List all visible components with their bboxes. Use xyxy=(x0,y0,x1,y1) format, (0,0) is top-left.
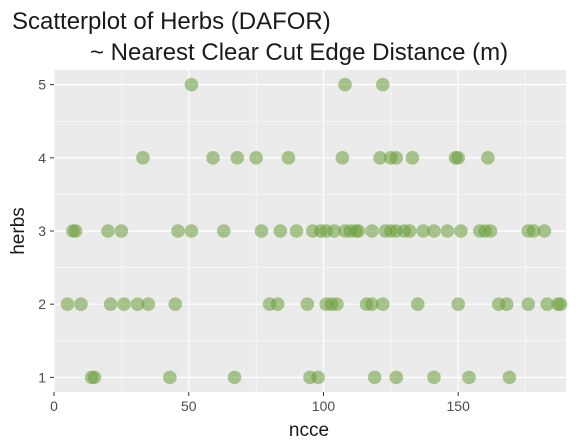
data-point xyxy=(300,297,315,311)
data-point xyxy=(103,297,118,311)
data-point xyxy=(451,297,466,311)
data-point xyxy=(163,370,177,385)
data-point xyxy=(249,151,263,165)
x-tick-label: 150 xyxy=(447,398,471,414)
data-point xyxy=(184,77,199,92)
data-point xyxy=(481,151,495,165)
data-point xyxy=(451,151,466,165)
data-point xyxy=(60,297,75,311)
data-point xyxy=(454,224,468,238)
data-point xyxy=(521,297,536,311)
data-point xyxy=(227,370,242,385)
data-point xyxy=(365,224,379,238)
data-point xyxy=(365,297,379,311)
data-point xyxy=(74,297,88,311)
x-axis-ticks: 0 50 100 150 xyxy=(50,392,470,414)
chart-title: Scatterplot of Herbs (DAFOR) xyxy=(12,8,331,35)
data-point xyxy=(254,224,269,238)
data-point xyxy=(230,151,245,165)
data-point xyxy=(427,224,441,238)
x-axis-title: ncce xyxy=(289,420,329,441)
data-point xyxy=(273,224,288,238)
data-point xyxy=(375,297,390,311)
data-point xyxy=(402,224,417,238)
chart-subtitle: ~ Nearest Clear Cut Edge Distance (m) xyxy=(90,39,508,66)
data-point xyxy=(526,224,541,238)
data-point xyxy=(416,224,430,238)
y-axis-title: herbs xyxy=(8,207,29,255)
data-point xyxy=(281,151,296,165)
data-point xyxy=(206,151,220,165)
data-point xyxy=(87,370,102,385)
data-point xyxy=(171,224,185,238)
data-point xyxy=(427,370,441,385)
data-point xyxy=(462,370,476,385)
data-point xyxy=(117,297,131,311)
data-point xyxy=(502,370,517,385)
data-point xyxy=(216,224,231,238)
y-tick-label: 4 xyxy=(38,150,46,166)
data-point xyxy=(389,370,404,385)
data-point xyxy=(499,297,514,311)
data-point xyxy=(367,370,382,385)
data-point xyxy=(389,151,404,165)
data-points xyxy=(60,77,568,385)
y-axis-ticks: 1 2 3 4 5 xyxy=(38,77,54,385)
data-point xyxy=(270,297,285,311)
data-point xyxy=(338,77,352,92)
data-point xyxy=(141,297,156,311)
data-point xyxy=(130,297,145,311)
data-point xyxy=(327,224,342,238)
y-tick-label: 1 xyxy=(38,369,46,385)
data-point xyxy=(114,224,129,238)
data-point xyxy=(168,297,183,311)
data-point xyxy=(68,224,83,238)
y-tick-label: 2 xyxy=(38,296,46,312)
data-point xyxy=(410,297,425,311)
data-point xyxy=(101,224,115,238)
data-point xyxy=(351,224,366,238)
data-point xyxy=(553,297,568,311)
data-point xyxy=(311,370,325,385)
x-tick-label: 50 xyxy=(181,398,197,414)
data-point xyxy=(136,151,150,165)
data-point xyxy=(335,151,350,165)
data-point xyxy=(184,224,199,238)
x-tick-label: 100 xyxy=(312,398,336,414)
data-point xyxy=(483,224,498,238)
y-tick-label: 3 xyxy=(38,223,46,239)
data-point xyxy=(537,224,552,238)
data-point xyxy=(289,224,304,238)
data-point xyxy=(405,151,420,165)
data-point xyxy=(440,224,455,238)
data-point xyxy=(373,151,387,165)
data-point xyxy=(540,297,554,311)
data-point xyxy=(330,297,344,311)
x-tick-label: 0 xyxy=(50,398,58,414)
data-point xyxy=(375,77,390,92)
y-tick-label: 5 xyxy=(38,77,46,93)
